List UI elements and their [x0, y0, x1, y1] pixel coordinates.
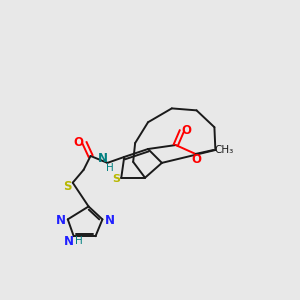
- Text: N: N: [104, 214, 114, 227]
- Text: N: N: [64, 235, 74, 248]
- Text: H: H: [106, 163, 114, 173]
- Text: S: S: [112, 174, 120, 184]
- Text: CH₃: CH₃: [215, 145, 234, 155]
- Text: O: O: [74, 136, 84, 148]
- Text: O: O: [192, 153, 202, 167]
- Text: N: N: [98, 152, 107, 165]
- Text: S: S: [64, 180, 72, 193]
- Text: N: N: [56, 214, 66, 227]
- Text: O: O: [182, 124, 192, 137]
- Text: H: H: [75, 236, 83, 246]
